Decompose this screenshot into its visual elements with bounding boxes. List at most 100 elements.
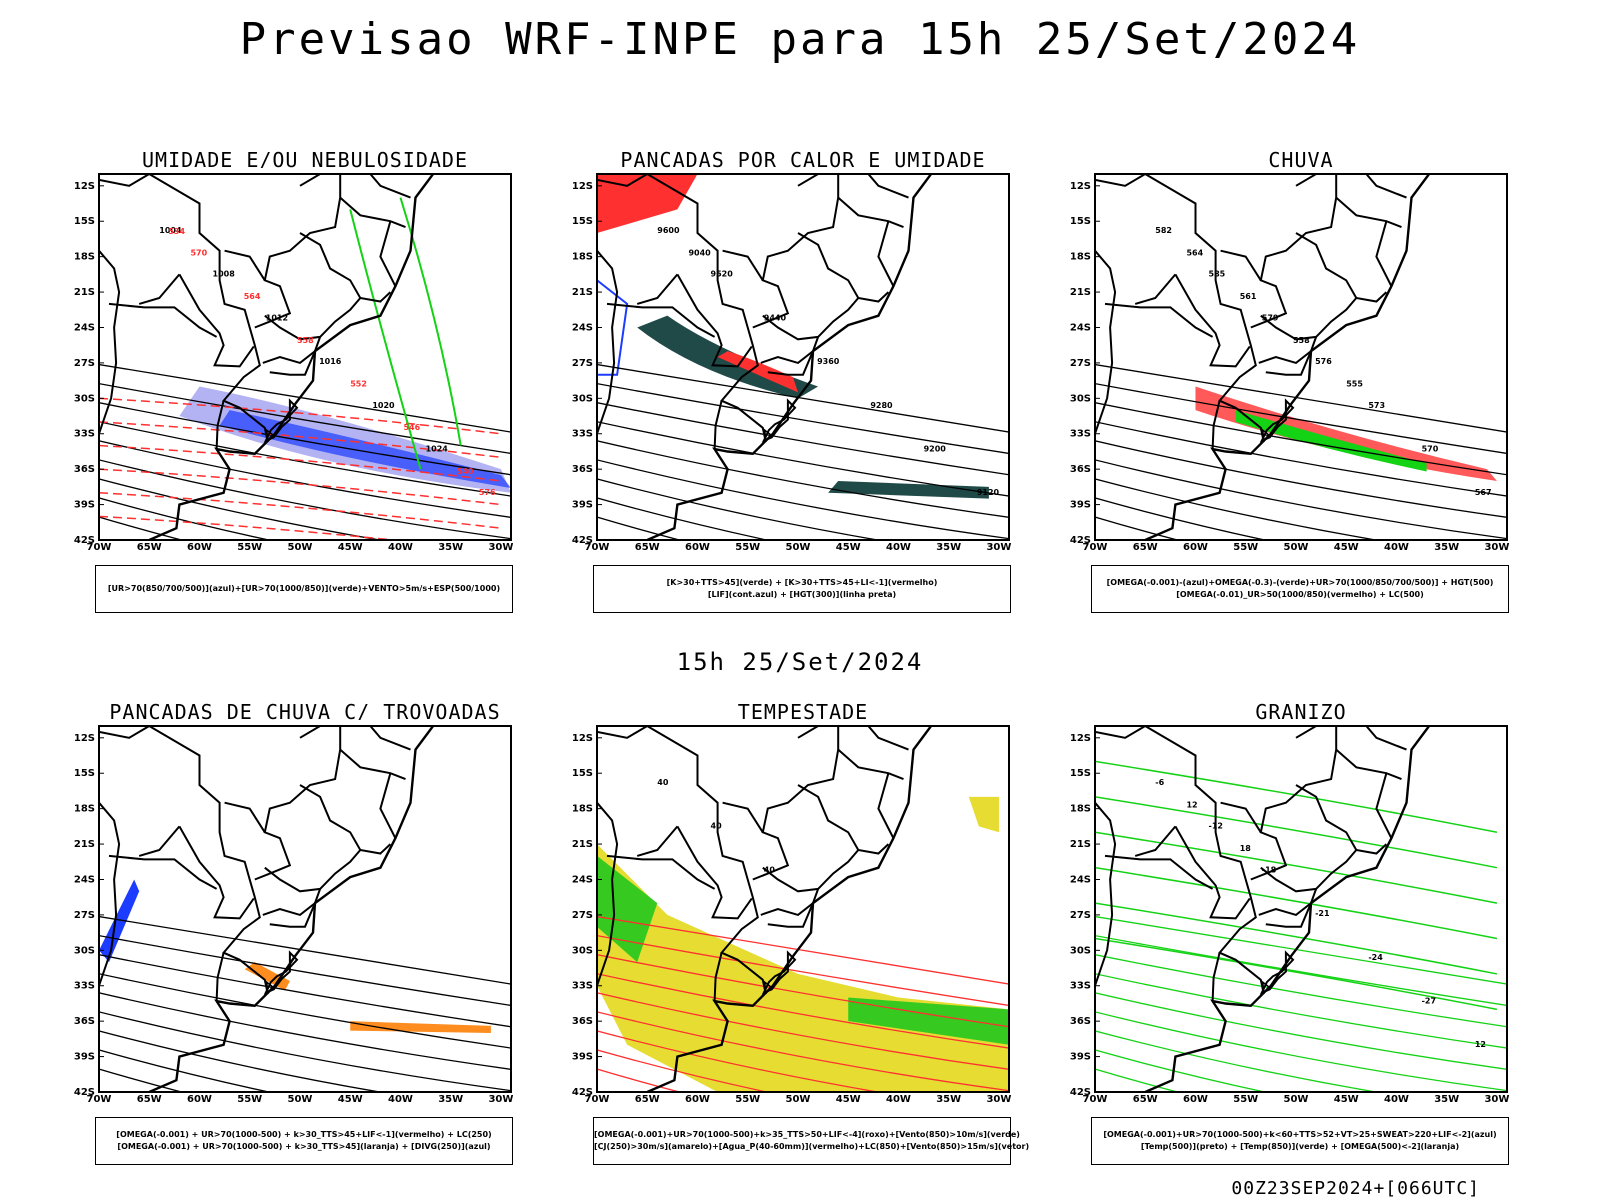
contour-line	[99, 915, 511, 985]
contour-line	[1095, 478, 1380, 540]
contour-line	[99, 478, 384, 540]
lon-tick-label: 65W	[137, 542, 162, 553]
contour-label: 582	[1155, 226, 1172, 235]
lat-tick-label: 36S	[1070, 464, 1091, 475]
contour-line	[1095, 421, 1507, 497]
contour-line	[1095, 402, 1507, 476]
legend-box: [OMEGA(-0.001)-(azul)+OMEGA(-0.3)-(verde…	[1091, 565, 1509, 613]
humidity-green	[349, 209, 422, 470]
thickness-dashed	[99, 468, 502, 506]
lat-tick-label: 30S	[74, 945, 95, 956]
contour-line	[597, 440, 1009, 518]
jet-yellow-2	[968, 796, 999, 833]
lon-tick-label: 60W	[187, 542, 212, 553]
coastline	[1144, 726, 1431, 1092]
contour-label: 555	[1346, 380, 1363, 389]
lat-tick-label: 15S	[572, 216, 593, 227]
lat-tick-label: 12S	[572, 181, 593, 192]
panel-chuva: CHUVA 582 585 579 576 573 570 567 564 561 558 555 1…	[1061, 148, 1541, 618]
lat-tick-label: 18S	[1070, 252, 1091, 263]
lat-tick-label: 27S	[1070, 910, 1091, 921]
border-line	[1335, 196, 1402, 229]
contour-line	[597, 402, 1009, 476]
jet-yellow	[597, 844, 1009, 1092]
border-line	[369, 174, 411, 199]
legend-line-1: [K>30+TTS>45](verde) + [K>30+TTS>45+LI<-…	[666, 578, 938, 587]
lat-tick-label: 39S	[1070, 1052, 1091, 1063]
border-line	[379, 772, 397, 839]
contour-line	[1095, 973, 1507, 1049]
lon-tick-label: 55W	[735, 542, 760, 553]
contour-line	[597, 1030, 882, 1092]
map-umidade: 1004 1008 1012 1016 1020 1024 576 570 564 558 552 5…	[65, 168, 545, 568]
border-line	[797, 232, 890, 303]
contour-label: 1024	[426, 444, 449, 453]
contour-label: -27	[1422, 996, 1436, 1005]
lon-tick-label: 50W	[287, 542, 312, 553]
lon-tick-label: 70W	[585, 542, 610, 553]
map-granizo: -6 -12 -18 -21 -24 -27 12 12 18 12S 15S 18S 21S 24S 27…	[1061, 720, 1541, 1120]
coastline	[1144, 174, 1431, 540]
lon-tick-label: 65W	[137, 1094, 162, 1105]
lon-tick-label: 35W	[936, 1094, 961, 1105]
map-layer: -6 -12 -18 -21 -24 -27 12 12 18	[1095, 726, 1507, 1092]
border-line	[606, 302, 716, 338]
contour-line	[99, 1068, 184, 1092]
panel-umidade: UMIDADE E/OU NEBULOSIDADE 1004 1008 1012 10…	[65, 148, 545, 618]
map-tempestade: 40 40 40 12S 15S 18S 21S 24S 27S 30S 33S 36S 39S 42S7…	[563, 720, 1043, 1120]
lat-tick-label: 33S	[1070, 429, 1091, 440]
border-line	[1095, 726, 1265, 995]
contour-line	[597, 954, 1009, 1028]
legend-box: [K>30+TTS>45](verde) + [K>30+TTS>45+LI<-…	[593, 565, 1011, 613]
lat-tick-label: 27S	[74, 358, 95, 369]
coastline	[148, 726, 435, 1092]
lat-tick-label: 24S	[74, 874, 95, 885]
instability-teal-2	[828, 480, 989, 499]
legend-line-2: [Temp(500)](preto) + [Temp(850)](verde) …	[1140, 1142, 1460, 1151]
lat-tick-label: 24S	[572, 874, 593, 885]
lon-tick-label: 40W	[1384, 1094, 1409, 1105]
contour-label: 576	[1315, 357, 1332, 366]
map-background	[65, 720, 545, 1120]
thunder-orange-2	[350, 1021, 491, 1033]
lagoa-dos-patos	[761, 950, 797, 995]
border-line	[1211, 952, 1221, 1002]
contour-line	[99, 1030, 384, 1092]
lon-tick-label: 30W	[1484, 542, 1509, 553]
border-line	[1250, 726, 1338, 881]
contour-line	[1095, 516, 1180, 540]
map-layer: 582 585 579 576 573 570 567 564 561 558 555	[1095, 174, 1507, 540]
temp850-green	[1095, 831, 1498, 904]
map-background	[1061, 168, 1541, 568]
border-line	[108, 854, 218, 890]
border-line	[713, 400, 723, 450]
lon-tick-label: 35W	[1434, 542, 1459, 553]
thickness-dashed	[99, 492, 502, 529]
contour-label: 9520	[711, 270, 734, 279]
contour-label: 9600	[657, 226, 680, 235]
lat-tick-label: 33S	[74, 429, 95, 440]
lon-tick-label: 60W	[1183, 542, 1208, 553]
legend-box: [UR>70(850/700/500)](azul)+[UR>70(1000/8…	[95, 565, 513, 613]
border-line	[1258, 336, 1318, 365]
rain-green	[1235, 410, 1427, 472]
temp850-green	[1095, 937, 1498, 1011]
lon-tick-label: 30W	[488, 542, 513, 553]
temp850-green	[1095, 866, 1498, 940]
lon-tick-label: 45W	[836, 542, 861, 553]
map-layer: 40 40 40	[597, 726, 1009, 1092]
lon-tick-label: 60W	[685, 542, 710, 553]
lat-tick-label: 27S	[572, 358, 593, 369]
contour-label: 564	[1186, 248, 1203, 257]
thickness-dashed	[99, 444, 502, 482]
lagoa-dos-patos	[761, 398, 797, 443]
run-timestamp: 00Z23SEP2024+[066UTC]	[1231, 1178, 1480, 1199]
contour-label: 12	[1475, 1040, 1486, 1049]
border-line	[837, 196, 904, 229]
border-line	[1295, 232, 1388, 303]
contour-label: 570	[190, 248, 207, 257]
lat-tick-label: 12S	[1070, 733, 1091, 744]
contour-label: 558	[1293, 336, 1310, 345]
border-line	[339, 748, 406, 781]
contour-line	[99, 382, 511, 455]
